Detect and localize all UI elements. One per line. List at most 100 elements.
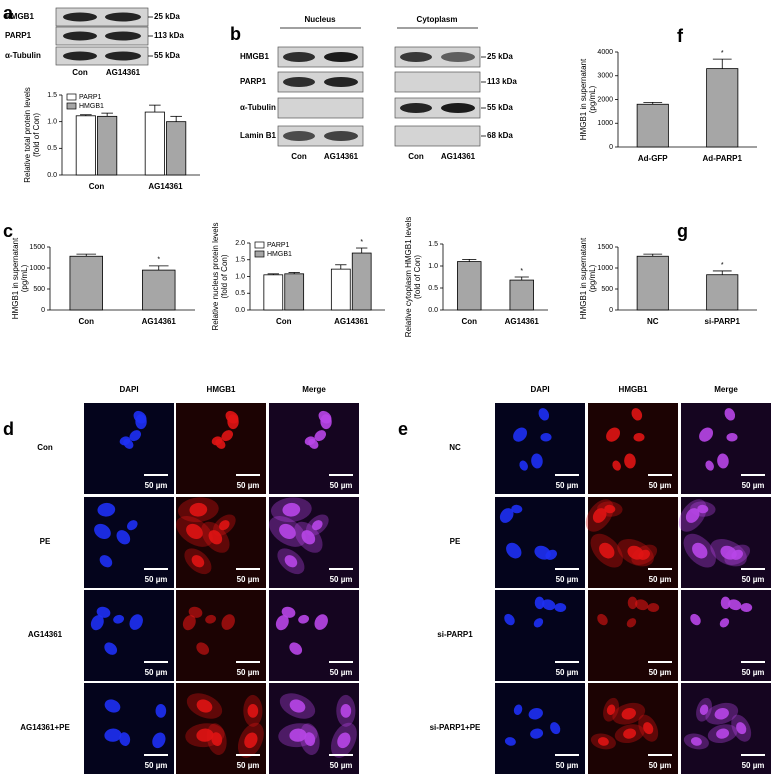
blot-band [324,52,358,62]
nucleus [513,704,523,715]
y-tick-label: 4000 [597,49,613,56]
nucleus [189,502,208,517]
error-bar [712,58,732,69]
row-label: AG14361+PE [20,723,70,732]
nucleus [531,453,543,469]
nucleus [96,606,111,618]
nucleus [699,704,709,715]
scale-bar-label: 50 µm [330,575,353,584]
nucleus [736,722,747,735]
x-tick-label: Con [276,317,292,326]
y-tick-label: 0 [609,307,613,314]
y-tick-label: 0 [609,144,613,151]
bar [263,274,284,311]
micrograph-bg [495,403,585,494]
legend-swatch [254,241,265,249]
panel-label: g [677,221,688,241]
blot-band [283,52,315,62]
nucleus [279,523,296,540]
y-tick-label: 0.5 [428,285,438,292]
scale-bar-label: 50 µm [742,481,765,490]
scale-bar-label: 50 µm [649,761,672,770]
nucleus [540,432,552,442]
micrograph: 50 µm [176,497,266,588]
micrograph: 50 µm [681,403,771,494]
y-tick-label: 1.5 [235,257,245,264]
nucleus [155,703,167,718]
column-header: HMGB1 [207,385,236,394]
micrograph: 50 µm [681,590,771,681]
nucleus [211,436,223,446]
y-tick-label: 1500 [597,244,613,251]
micrograph: 50 µm [585,497,678,588]
size-label: 68 kDa [487,131,513,140]
error-bar [514,276,529,281]
blot-band [63,51,97,61]
row-label: PE [450,537,461,546]
nucleus [116,530,131,545]
nucleus [597,737,609,746]
scale-bar-label: 50 µm [145,761,168,770]
nucleus [690,613,701,626]
lane-label: Con [291,152,307,161]
nucleus [219,520,230,531]
x-tick-label: NC [647,317,659,326]
nucleus [94,523,111,540]
size-label: 25 kDa [154,12,180,21]
nucleus [513,427,528,442]
y-axis-label: HMGB1 in supernatant [579,58,588,140]
nucleus [304,732,316,747]
blot-band [400,103,432,113]
error-bar [643,101,663,105]
x-tick-label: Con [461,317,477,326]
micrograph-bg [681,683,771,774]
nucleus [196,728,214,742]
error-bar [170,115,182,122]
y-tick-label: 1.0 [235,273,245,280]
nucleus [188,606,203,618]
nucleus [528,707,543,720]
error-bar [643,253,663,257]
micrograph: 50 µm [84,590,174,681]
bar [69,255,103,311]
row-label: AG14361 [28,630,63,639]
nucleus [275,615,289,631]
blot-band [324,77,358,87]
scale-bar-label: 50 µm [556,668,579,677]
significance-mark: * [520,268,523,275]
x-tick-label: AG14361 [148,182,183,191]
scale-bar-label: 50 µm [556,481,579,490]
error-bar [80,114,92,116]
blot-strip [277,71,364,93]
blot-strip [394,71,481,93]
y-tick-label: 500 [601,286,613,293]
row-label: NC [449,443,461,452]
bar [706,274,739,311]
protein-label: HMGB1 [5,12,34,21]
micrograph: 50 µm [269,497,359,588]
legend-swatch [254,250,265,258]
legend-label: PARP1 [79,94,102,101]
y-tick-label: 0.5 [47,145,57,152]
micrograph: 50 µm [176,403,266,494]
scale-bar-label: 50 µm [145,668,168,677]
panel-label: b [230,24,241,44]
y-tick-label: 1000 [597,120,613,127]
nucleus [740,603,753,613]
nucleus [289,642,303,655]
bar [636,103,669,148]
fraction-title: Cytoplasm [417,15,458,24]
micrograph-bg [176,683,266,774]
nucleus [211,732,223,747]
bar [636,255,669,311]
nucleus [554,603,567,613]
scale-bar-label: 50 µm [742,761,765,770]
y-tick-label: 1.5 [428,241,438,248]
nucleus [647,603,660,613]
error-bar [149,104,161,113]
nucleus [612,460,621,471]
error-bar [148,265,169,271]
column-header: Merge [714,385,738,394]
micrograph: 50 µm [84,403,174,494]
nucleus [298,614,310,624]
